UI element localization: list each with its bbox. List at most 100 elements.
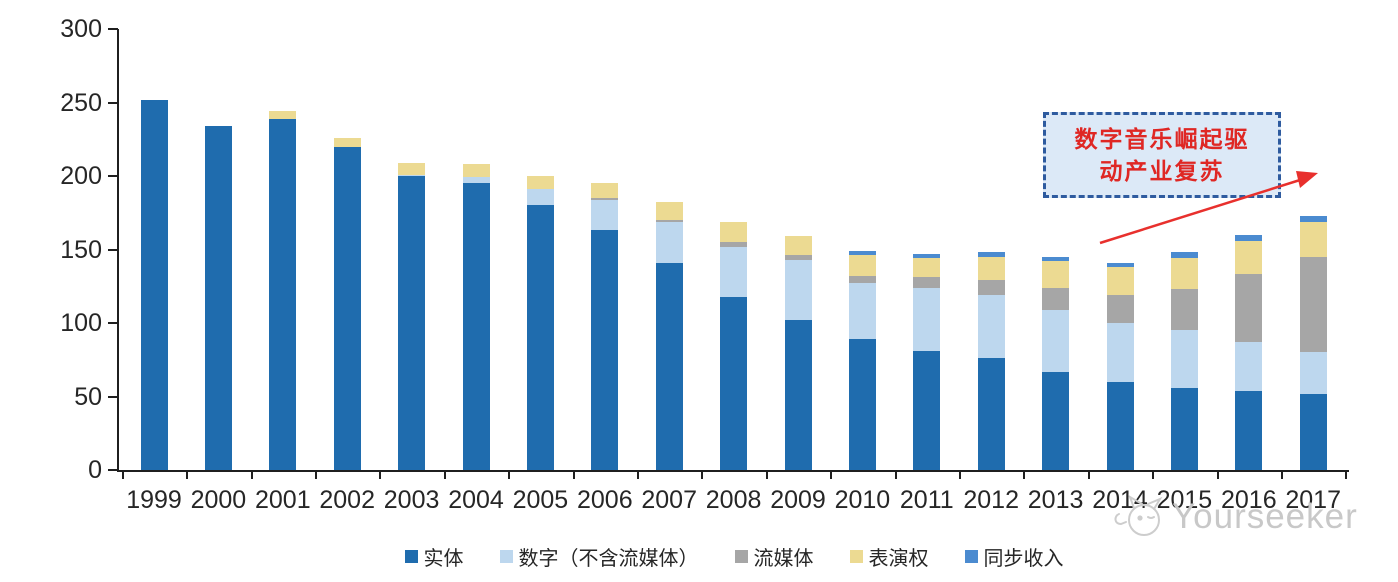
x-axis-tick: [830, 470, 833, 479]
bar-segment: [398, 162, 426, 175]
bar-segment: [269, 118, 297, 470]
bar-segment: [720, 221, 748, 243]
legend-label: 同步收入: [983, 548, 1064, 570]
y-axis-tick-label: 0: [88, 456, 102, 484]
bar-segment: [1170, 258, 1198, 290]
x-axis-tick: [508, 470, 511, 479]
bar-segment: [977, 358, 1005, 470]
bar-segment: [1235, 240, 1263, 275]
bar-segment: [591, 198, 619, 200]
bar-segment: [1235, 342, 1263, 391]
x-axis-tick-label: 2001: [254, 486, 311, 514]
bar-segment: [848, 255, 876, 276]
x-axis-tick-label: 2012: [963, 486, 1019, 514]
legend-item: 实体: [404, 542, 464, 571]
legend-item: 数字（不含流媒体）: [499, 542, 699, 571]
annotation-text-line2: 动产业复苏: [1099, 158, 1225, 184]
bar-segment: [1042, 256, 1070, 262]
bar-segment: [1235, 390, 1263, 470]
y-axis-line: [117, 29, 119, 472]
bar-segment: [462, 177, 490, 184]
x-axis-tick: [572, 470, 575, 479]
x-axis-tick-label: 2007: [641, 486, 697, 514]
legend-swatch-icon: [499, 550, 513, 563]
x-axis-tick: [637, 470, 639, 479]
x-axis-tick-label: 2016: [1220, 486, 1277, 514]
x-axis-tick: [250, 470, 253, 479]
x-axis-tick-label: 2008: [705, 486, 762, 514]
x-axis-tick-label: 2013: [1027, 486, 1084, 514]
y-axis-tick-label: 150: [60, 235, 102, 264]
x-axis-tick-label: 1999: [126, 486, 182, 514]
y-axis-tick: [108, 395, 118, 398]
x-axis-tick: [186, 470, 189, 479]
x-axis-tick-label: 2014: [1092, 486, 1148, 514]
annotation-callout: 数字音乐崛起驱 动产业复苏: [1043, 112, 1281, 198]
bar-segment: [977, 256, 1005, 281]
x-axis-tick: [1345, 470, 1348, 479]
x-axis-tick-label: 2015: [1156, 486, 1213, 514]
annotation-text-line1: 数字音乐崛起驱: [1074, 126, 1250, 152]
y-axis-tick-label: 100: [60, 309, 102, 337]
x-axis-tick-label: 2009: [770, 486, 826, 514]
bar-segment: [1106, 267, 1134, 296]
legend-item: 流媒体: [734, 542, 814, 571]
bar-segment: [526, 176, 554, 190]
legend-label: 实体: [423, 548, 464, 570]
x-axis-tick-label: 2003: [383, 486, 440, 514]
bar-segment: [1106, 262, 1134, 268]
legend-label: 数字（不含流媒体）: [518, 548, 699, 570]
bar-segment: [1042, 261, 1070, 288]
bar-segment: [1299, 256, 1327, 353]
bar-segment: [784, 236, 812, 256]
bar-segment: [784, 255, 812, 260]
bar-segment: [1299, 393, 1327, 470]
bar-segment: [977, 280, 1005, 296]
chart-legend: 实体 数字（不含流媒体） 流媒体 表演权 同步收入: [119, 542, 1349, 571]
bar-segment: [720, 246, 748, 297]
bar-segment: [720, 296, 748, 470]
bar-segment: [655, 202, 683, 221]
bar-segment: [333, 137, 361, 147]
y-axis-tick: [108, 469, 118, 471]
bar-segment: [655, 221, 683, 263]
bar-segment: [720, 242, 748, 247]
y-axis-tick-label: 250: [60, 88, 102, 117]
x-axis-tick-label: 2002: [319, 486, 375, 514]
bar-segment: [526, 189, 554, 206]
bar-segment: [269, 111, 297, 119]
bar-segment: [1299, 221, 1327, 257]
legend-item: 表演权: [849, 542, 929, 571]
x-axis-tick: [1152, 470, 1155, 479]
y-axis-tick: [108, 248, 118, 251]
bar-segment: [1170, 289, 1198, 331]
bar-segment: [977, 252, 1005, 257]
bar-segment: [462, 164, 490, 178]
x-axis-tick: [765, 470, 768, 479]
bar-segment: [848, 339, 876, 470]
x-axis-tick: [1216, 470, 1219, 479]
bar-segment: [1106, 295, 1134, 323]
bar-segment: [1299, 352, 1327, 394]
x-axis-tick: [1281, 470, 1283, 479]
bar-segment: [1042, 371, 1070, 470]
x-axis-tick: [315, 470, 317, 479]
bar-segment: [977, 295, 1005, 359]
bar-segment: [333, 146, 361, 470]
bar-segment: [848, 275, 876, 284]
x-axis-line: [117, 470, 1349, 472]
bar-segment: [1170, 330, 1198, 388]
x-axis-tick-label: 2010: [834, 486, 891, 514]
bar-segment: [591, 183, 619, 199]
bar-segment: [1170, 387, 1198, 470]
bar-segment: [591, 230, 619, 470]
bar-segment: [784, 259, 812, 321]
x-axis-tick-label: 2005: [512, 486, 569, 514]
bar-segment: [913, 287, 941, 351]
y-axis-tick: [108, 322, 118, 324]
bar-segment: [913, 258, 941, 278]
legend-item: 同步收入: [964, 542, 1064, 571]
bar-segment: [526, 205, 554, 470]
legend-label: 表演权: [868, 548, 929, 570]
bar-segment: [1170, 252, 1198, 259]
